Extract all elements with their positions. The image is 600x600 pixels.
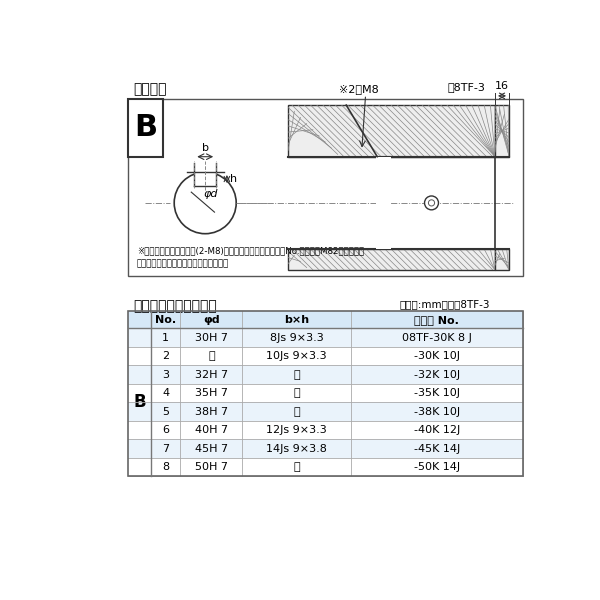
Bar — [128, 439, 523, 458]
Text: b: b — [202, 143, 209, 153]
Bar — [128, 384, 523, 403]
Text: -35K 10J: -35K 10J — [414, 388, 460, 398]
Circle shape — [428, 200, 434, 206]
Text: 10Js 9×3.3: 10Js 9×3.3 — [266, 351, 327, 361]
Text: 40H 7: 40H 7 — [195, 425, 228, 435]
Bar — [128, 328, 523, 347]
Text: B: B — [133, 394, 146, 412]
Text: 〃: 〃 — [208, 351, 215, 361]
Text: 8Js 9×3.3: 8Js 9×3.3 — [270, 332, 323, 343]
Circle shape — [425, 196, 439, 210]
Text: 1: 1 — [162, 332, 169, 343]
Text: 08TF-30K 8 J: 08TF-30K 8 J — [402, 332, 472, 343]
Bar — [128, 311, 523, 476]
Text: 2: 2 — [162, 351, 169, 361]
Bar — [288, 249, 495, 270]
Text: No.: No. — [155, 314, 176, 325]
Text: 図8TF-3: 図8TF-3 — [448, 82, 486, 92]
Text: ※セットボルト用タップ(2-M8)が必要な場合は右記コードNo.の末尾にM82を付ける。: ※セットボルト用タップ(2-M8)が必要な場合は右記コードNo.の末尾にM82を… — [137, 247, 364, 256]
Text: 〃: 〃 — [293, 370, 300, 380]
Bar — [376, 157, 391, 249]
Text: 16: 16 — [495, 81, 509, 91]
Text: 8: 8 — [162, 462, 169, 472]
Text: 〃: 〃 — [293, 407, 300, 416]
Bar — [128, 347, 523, 365]
Text: φd: φd — [203, 314, 220, 325]
Text: 35H 7: 35H 7 — [195, 388, 228, 398]
Text: 30H 7: 30H 7 — [195, 332, 228, 343]
Text: 〃: 〃 — [293, 462, 300, 472]
Bar — [128, 421, 523, 439]
Text: 軸穴形状: 軸穴形状 — [133, 82, 167, 96]
Text: 38H 7: 38H 7 — [195, 407, 228, 416]
Bar — [194, 164, 216, 186]
Circle shape — [174, 172, 236, 233]
Text: コード No.: コード No. — [415, 314, 460, 325]
Text: φd: φd — [203, 189, 218, 199]
Text: 軸穴形状コード一覧表: 軸穴形状コード一覧表 — [133, 299, 217, 313]
Text: 〃: 〃 — [293, 388, 300, 398]
Text: 6: 6 — [162, 425, 169, 435]
Text: （単位:mm）　表8TF-3: （単位:mm） 表8TF-3 — [399, 299, 490, 309]
Text: h: h — [230, 174, 237, 184]
Text: -40K 12J: -40K 12J — [414, 425, 460, 435]
Text: b×h: b×h — [284, 314, 309, 325]
Text: 3: 3 — [162, 370, 169, 380]
Text: 5: 5 — [162, 407, 169, 416]
Text: -50K 14J: -50K 14J — [414, 462, 460, 472]
Text: -32K 10J: -32K 10J — [414, 370, 460, 380]
Text: 14Js 9×3.8: 14Js 9×3.8 — [266, 443, 327, 454]
Bar — [495, 105, 509, 157]
Bar — [128, 311, 523, 328]
Text: 4: 4 — [162, 388, 169, 398]
Text: -45K 14J: -45K 14J — [414, 443, 460, 454]
Bar — [128, 99, 523, 276]
Text: -38K 10J: -38K 10J — [414, 407, 460, 416]
Text: 7: 7 — [162, 443, 169, 454]
Text: B: B — [134, 113, 157, 142]
Bar — [495, 249, 509, 270]
Bar — [128, 99, 163, 157]
Bar — [128, 403, 523, 421]
Bar — [128, 458, 523, 476]
Text: 45H 7: 45H 7 — [195, 443, 228, 454]
Text: ※2－M8: ※2－M8 — [338, 85, 378, 94]
Text: -30K 10J: -30K 10J — [414, 351, 460, 361]
Text: 50H 7: 50H 7 — [195, 462, 228, 472]
Bar — [128, 365, 523, 384]
Text: 32H 7: 32H 7 — [195, 370, 228, 380]
Bar — [288, 105, 495, 157]
Text: 12Js 9×3.3: 12Js 9×3.3 — [266, 425, 327, 435]
Text: （セットボルトは付属されています。）: （セットボルトは付属されています。） — [137, 259, 229, 268]
